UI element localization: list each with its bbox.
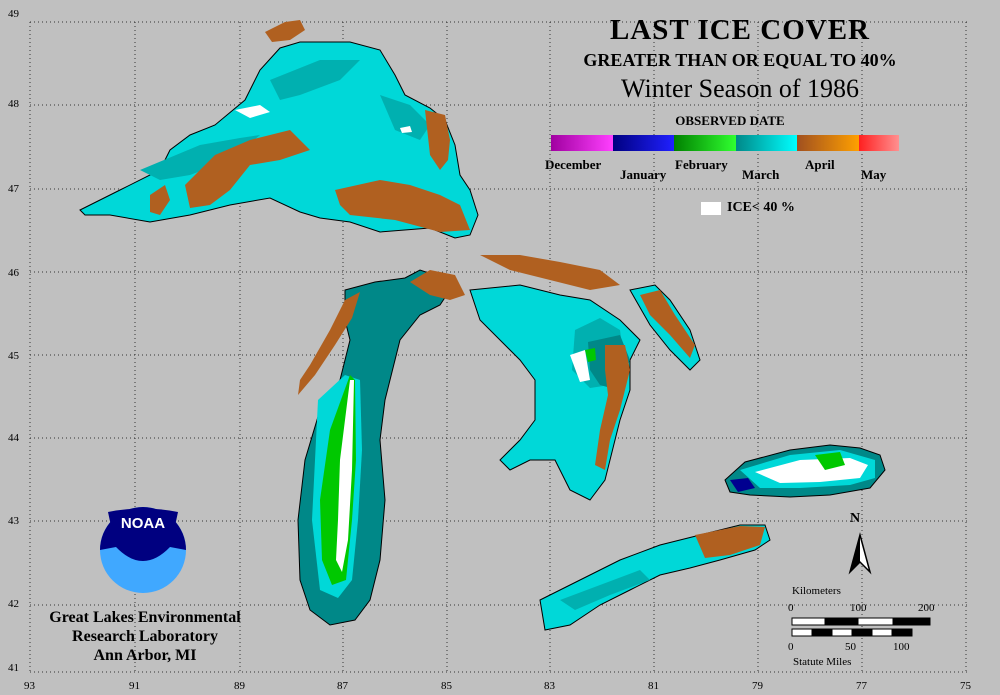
lat-label-41: 41 [8, 662, 19, 674]
lat-label-46: 46 [8, 267, 19, 279]
lon-label-79: 79 [752, 680, 763, 692]
lon-label-85: 85 [441, 680, 452, 692]
lake-huron [469, 255, 701, 501]
lab-name: Great Lakes Environmental Research Labor… [0, 608, 290, 665]
lat-label-49: 49 [8, 8, 19, 20]
legend-label-february: February [675, 157, 728, 172]
lake-ontario [724, 444, 886, 498]
scale-mi-100: 100 [893, 641, 910, 653]
lab-line-1: Great Lakes Environmental [49, 609, 241, 626]
lon-label-83: 83 [544, 680, 555, 692]
legend-swatch-march [735, 135, 798, 151]
scale-miles-label: Statute Miles [793, 656, 852, 668]
scale-km-100: 100 [850, 602, 867, 614]
legend-label-april: April [805, 157, 835, 172]
legend-swatch-february [674, 135, 736, 151]
scale-km-label: Kilometers [792, 585, 841, 597]
lon-label-93: 93 [24, 680, 35, 692]
scale-mi-0: 0 [788, 641, 794, 653]
lat-label-45: 45 [8, 350, 19, 362]
lake-superior [79, 20, 479, 239]
noaa-logo [100, 507, 186, 593]
legend-label-january: January [620, 167, 667, 182]
lat-label-44: 44 [8, 432, 19, 444]
legend-label-december: December [545, 157, 602, 172]
legend-swatch-may [858, 135, 899, 151]
lon-label-91: 91 [129, 680, 140, 692]
scale-km-200: 200 [918, 602, 935, 614]
legend-label-may: May [861, 167, 887, 182]
lat-label-47: 47 [8, 183, 19, 195]
color-legend-bar [551, 135, 899, 151]
lon-label-77: 77 [856, 680, 867, 692]
legend-swatch-april [797, 135, 859, 151]
lab-line-3: Ann Arbor, MI [93, 647, 197, 664]
lat-label-42: 42 [8, 598, 19, 610]
north-label: N [850, 511, 861, 526]
map-subtitle: GREATER THAN OR EQUAL TO 40% [583, 50, 897, 70]
legend-swatch-december [551, 135, 613, 151]
lon-label-89: 89 [234, 680, 245, 692]
lat-label-43: 43 [8, 515, 19, 527]
north-arrow [848, 532, 872, 575]
lat-label-48: 48 [8, 98, 19, 110]
map-title: LAST ICE COVER [609, 14, 871, 46]
lon-label-81: 81 [648, 680, 659, 692]
ice-less-40-swatch [701, 202, 721, 215]
legend-swatch-january [612, 135, 675, 151]
scale-bar [791, 617, 931, 637]
lon-label-75: 75 [960, 680, 971, 692]
legend-heading: OBSERVED DATE [675, 113, 785, 128]
lake-erie [539, 524, 771, 631]
scale-mi-50: 50 [845, 641, 856, 653]
season-label: Winter Season of 1986 [621, 74, 859, 103]
scale-km-0: 0 [788, 602, 794, 614]
lab-line-2: Research Laboratory [72, 628, 218, 645]
noaa-logo-text: NOAA [120, 515, 166, 532]
legend-label-march: March [742, 167, 780, 182]
ice-less-40-label: ICE< 40 % [727, 200, 795, 215]
lake-michigan [297, 269, 465, 626]
lon-label-87: 87 [337, 680, 348, 692]
